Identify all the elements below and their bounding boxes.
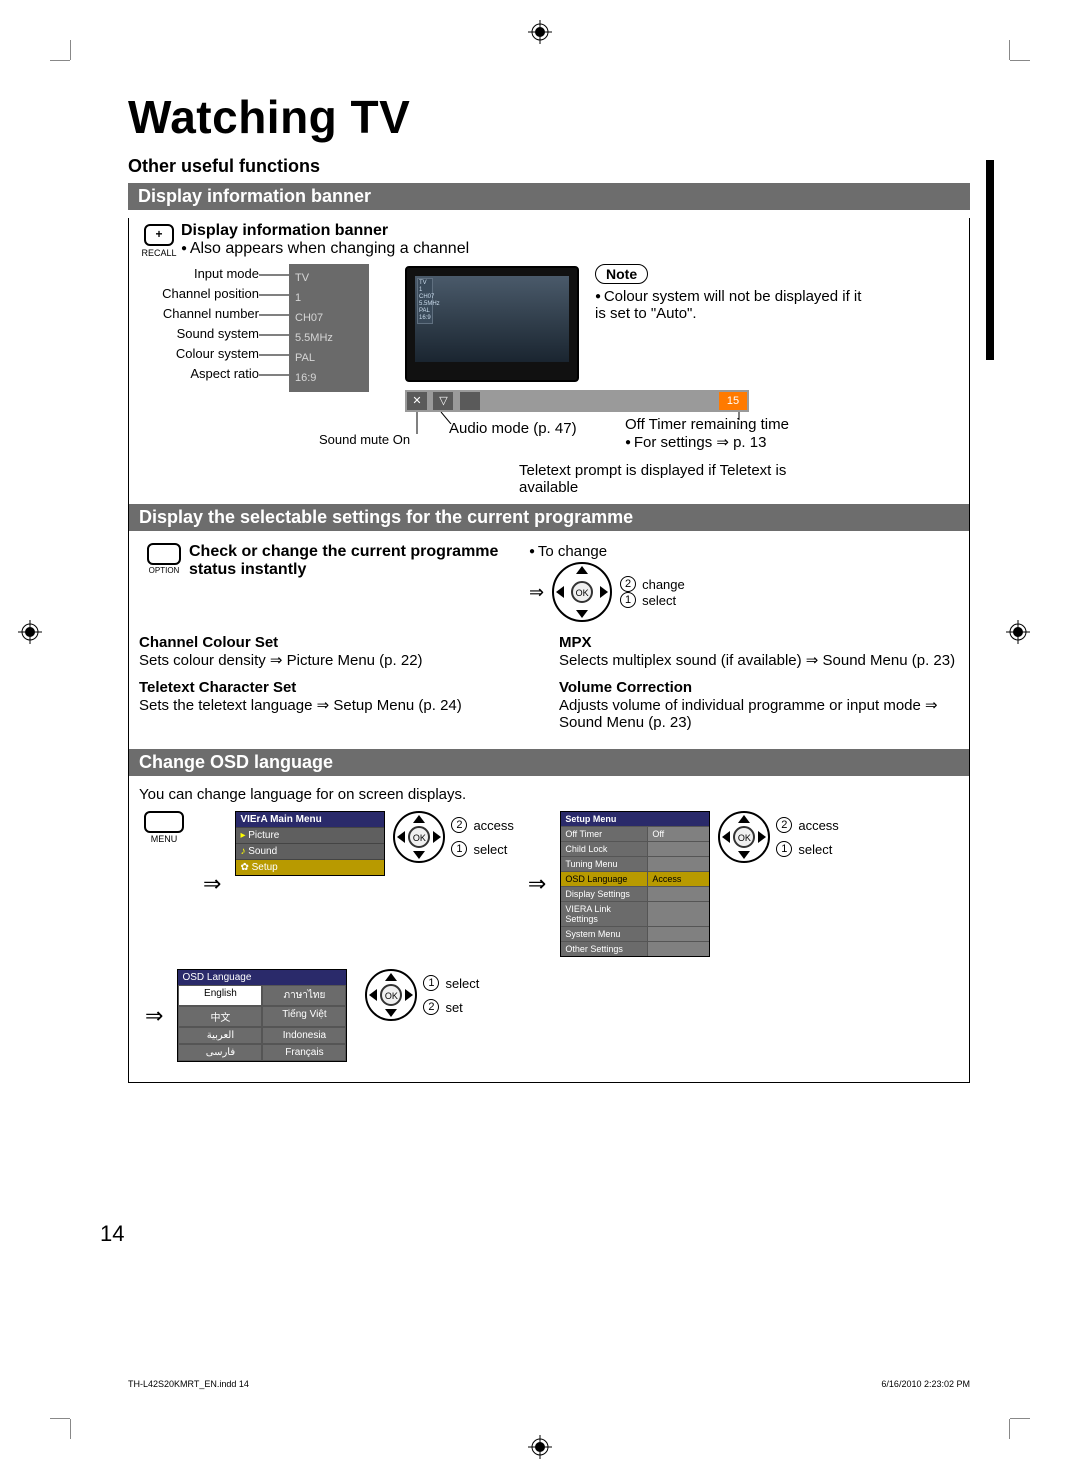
dpad-icon: OK [365, 969, 417, 1021]
status-strip: ✕ ▽ 15 [405, 390, 749, 412]
select-label3: select [445, 976, 479, 991]
registration-mark-top [528, 20, 552, 44]
item-vc-title: Volume Correction [559, 679, 692, 696]
teletext-prompt-label: Teletext prompt is displayed if Teletext… [519, 462, 819, 496]
item-vc-desc: Adjusts volume of individual programme o… [559, 696, 959, 731]
arrow-icon: ⇒ [197, 871, 227, 897]
dpad-icon: OK [393, 811, 445, 863]
arrow-icon: ⇒ [522, 871, 552, 897]
note-body: Colour system will not be displayed if i… [595, 288, 875, 322]
item-tcs-title: Teletext Character Set [139, 679, 296, 696]
arrow-icon: ⇒ [139, 1003, 169, 1029]
option-label: OPTION [149, 566, 180, 575]
tv-illustration: TV1CH075.5MHzPAL16:9 [405, 266, 579, 382]
to-change-label: To change [529, 543, 959, 560]
check-change-heading: Check or change the current programme st… [189, 543, 529, 579]
item-tcs-desc: Sets the teletext language ⇒ Setup Menu … [139, 696, 539, 714]
footer-right: 6/16/2010 2:23:02 PM [881, 1379, 970, 1389]
audio-mode-label: Audio mode (p. 47) [449, 420, 577, 437]
osd-intro: You can change language for on screen di… [129, 784, 969, 805]
info-banner-line1: Also appears when changing a channel [181, 240, 961, 258]
main-menu-panel: VIErA Main Menu Picture Sound Setup [235, 811, 385, 876]
item-ccs-desc: Sets colour density ⇒ Picture Menu (p. 2… [139, 651, 539, 669]
page-subtitle: Other useful functions [128, 156, 970, 177]
info-banner-values: TV 1 CH07 5.5MHz PAL 16:9 [289, 264, 369, 392]
item-mpx-desc: Selects multiplex sound (if available) ⇒… [559, 651, 959, 669]
dpad-icon: OK [552, 562, 612, 622]
section-bar-info-banner: Display information banner [128, 183, 970, 210]
sound-mute-label: Sound mute On [319, 432, 410, 447]
access-label2: access [798, 818, 838, 833]
change-label: change [642, 577, 685, 592]
osd-language-panel: OSD Language Englishภาษาไทย中文Tiếng Việtا… [177, 969, 347, 1062]
page-title: Watching TV [128, 90, 970, 144]
menu-label: MENU [151, 834, 178, 844]
select-label: select [473, 842, 507, 857]
option-button-icon: OPTION [139, 543, 189, 622]
registration-mark-bottom [528, 1435, 552, 1459]
menu-button-icon: MENU [139, 811, 189, 844]
page-number: 14 [100, 1221, 124, 1247]
registration-mark-left [18, 620, 42, 644]
select-label: select [642, 593, 676, 608]
note-title: Note [595, 264, 648, 284]
banner-field-labels: Input mode Channel position Channel numb… [135, 264, 259, 384]
item-ccs-title: Channel Colour Set [139, 634, 278, 651]
footer-left: TH-L42S20KMRT_EN.indd 14 [128, 1379, 249, 1389]
dpad-icon: OK [718, 811, 770, 863]
side-tab [986, 160, 994, 360]
section-bar-osd: Change OSD language [129, 749, 969, 776]
recall-button-icon: RECALL [137, 222, 181, 258]
audio-mode-icon: ▽ [433, 392, 453, 410]
recall-label: RECALL [141, 248, 176, 258]
section-bar-selectable: Display the selectable settings for the … [129, 504, 969, 531]
mute-icon: ✕ [407, 392, 427, 410]
set-label: set [445, 1000, 462, 1015]
off-timer-label: Off Timer remaining time [625, 416, 789, 433]
setup-menu-panel: Setup Menu Off TimerOffChild LockTuning … [560, 811, 710, 957]
off-timer-ref: For settings ⇒ p. 13 [625, 433, 789, 451]
teletext-icon [460, 392, 480, 410]
access-label: access [473, 818, 513, 833]
info-banner-heading: Display information banner [181, 222, 961, 240]
select-label2: select [798, 842, 832, 857]
item-mpx-title: MPX [559, 634, 592, 651]
timer-badge: 15 [719, 392, 747, 410]
